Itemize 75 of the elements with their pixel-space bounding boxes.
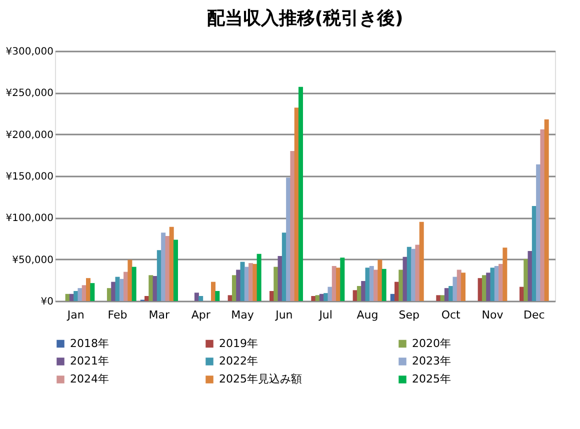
bar [90,283,95,301]
legend-label: 2019年 [219,336,258,350]
y-tick-label: ¥100,000 [6,213,54,224]
y-tick-label: ¥200,000 [6,130,54,141]
bar [436,295,441,301]
x-tick-label: Apr [191,308,211,322]
bar [132,266,136,301]
bar [86,278,91,301]
bar [236,270,241,301]
legend-label: 2022年 [219,354,258,368]
bar [290,151,295,301]
y-tick-label: ¥0 [40,296,54,308]
bar [256,254,262,301]
bar [324,293,328,301]
legend-label: 2023年 [412,354,451,368]
bar [340,258,345,301]
bar [369,266,374,301]
x-tick-label: Nov [482,308,504,322]
bar [486,272,491,301]
bar [398,270,404,301]
bar [419,222,424,301]
bar [252,264,258,301]
bar [128,260,132,301]
bar [315,295,320,301]
bar [161,232,166,301]
bar [228,295,232,301]
bar [502,248,508,301]
bar [328,286,332,301]
legend-label: 2020年 [412,336,451,350]
bar [194,292,199,301]
bar [173,240,178,301]
bar [361,281,366,301]
legend-label: 2025年 [412,372,451,386]
bar [148,275,154,301]
bar [165,236,170,301]
bar [198,296,204,301]
x-tick-label: Sep [398,308,420,322]
bar [461,272,466,301]
bar [352,290,358,301]
x-tick-label: Jan [66,308,84,322]
y-tick-label: ¥150,000 [6,172,54,182]
x-tick-label: Feb [108,308,128,322]
bar [215,291,220,301]
x-tick-label: Mar [148,308,170,322]
bar [240,262,245,301]
bar [382,268,386,301]
y-tick-label: ¥300,000 [6,46,54,58]
bar [544,119,549,301]
chart-title: 配当収入推移(税引き後) [206,8,404,29]
legend-label: 2025年見込み額 [219,372,302,386]
bar [274,266,278,301]
legend-label: 2024年 [70,372,109,386]
x-tick-label: Jun [274,308,293,322]
bar [452,276,458,301]
legend-label: 2021年 [70,354,109,368]
bar [415,244,420,301]
bar [169,226,174,301]
y-tick-label: ¥250,000 [6,88,54,100]
bar [440,295,445,301]
x-tick-label: Dec [524,308,545,322]
x-tick-label: Oct [441,308,462,322]
bar [82,285,86,301]
bar [298,86,303,301]
legend-label: 2018年 [70,336,109,350]
bar [524,258,528,301]
bar [111,282,116,301]
bar [211,282,216,301]
bar [378,260,382,301]
bar [311,296,316,301]
x-tick-label: May [231,308,254,322]
bar [540,129,545,301]
y-tick-label: ¥50,000 [12,254,54,266]
x-tick-label: Aug [356,308,378,322]
x-tick-label: Jul [318,308,332,322]
bar [78,288,82,301]
